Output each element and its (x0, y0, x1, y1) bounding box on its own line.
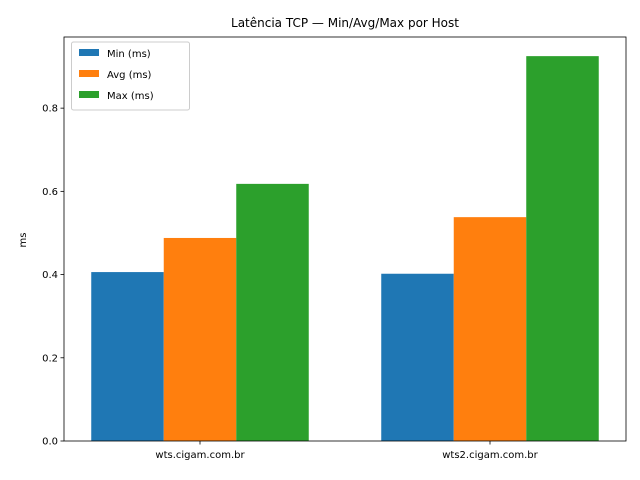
bar-avg-ms-0 (163, 237, 237, 441)
bar-max-ms-1 (526, 56, 599, 441)
legend-swatch (79, 49, 99, 56)
x-tick-label: wts2.cigam.com.br (442, 450, 538, 461)
y-axis-label: ms (18, 233, 29, 248)
legend: Min (ms) Avg (ms) Max (ms) (71, 41, 190, 111)
y-tick-label: 0.0 (42, 437, 58, 448)
plot-frame (63, 36, 627, 442)
chart-title: Latência TCP — Min/Avg/Max por Host (231, 16, 459, 30)
x-tick-label: wts.cigam.com.br (155, 450, 245, 461)
y-tick-label: 0.4 (42, 270, 58, 281)
bar-min-ms-0 (91, 272, 164, 441)
legend-label: Max (ms) (107, 91, 154, 102)
y-tick-label: 0.2 (42, 353, 58, 364)
bar-avg-ms-1 (453, 217, 527, 441)
legend-label: Min (ms) (107, 49, 151, 60)
legend-swatch (79, 70, 99, 77)
bars-group (91, 56, 599, 441)
y-tick-label: 0.6 (42, 187, 58, 198)
y-tick-label: 0.8 (42, 104, 58, 115)
bar-min-ms-1 (381, 273, 454, 441)
legend-swatch (79, 91, 99, 98)
bar-max-ms-0 (236, 183, 309, 441)
legend-label: Avg (ms) (107, 70, 152, 81)
axes-group: 0.0 0.2 0.4 0.6 0.8 wts.cigam.com.br wts2.ciga… (42, 36, 627, 461)
legend-frame (71, 41, 190, 111)
